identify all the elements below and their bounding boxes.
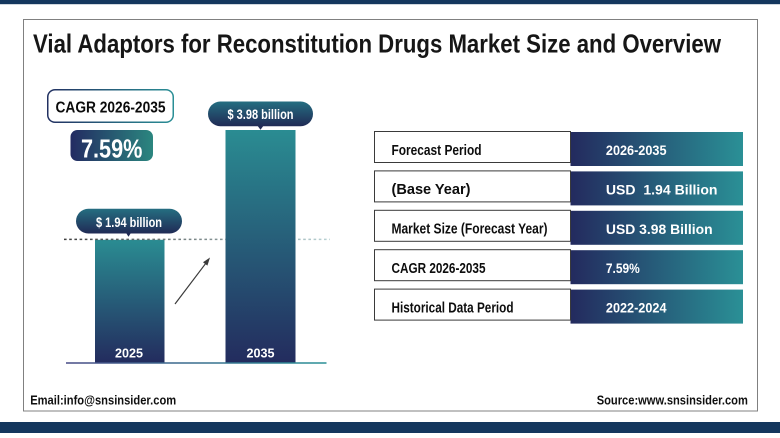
svg-text:2022-2024: 2022-2024 [606, 300, 667, 316]
svg-text:Source:www.snsinsider.com: Source:www.snsinsider.com [597, 392, 748, 407]
svg-text:7.59%: 7.59% [606, 260, 640, 276]
svg-text:(Base Year): (Base Year) [392, 182, 471, 198]
svg-text:$ 1.94 billion: $ 1.94 billion [96, 214, 162, 230]
svg-text:Historical Data Period: Historical Data Period [392, 300, 514, 316]
svg-text:Market Size (Forecast Year): Market Size (Forecast Year) [392, 222, 548, 238]
svg-text:USD 3.98 Billion: USD 3.98 Billion [606, 221, 713, 237]
svg-text:2025: 2025 [115, 346, 143, 361]
svg-text:Vial Adaptors for Reconstituti: Vial Adaptors for Reconstitution Drugs M… [33, 28, 722, 58]
svg-text:7.59%: 7.59% [81, 134, 143, 164]
svg-text:Forecast Period: Forecast Period [392, 143, 482, 159]
svg-text:CAGR 2026-2035: CAGR 2026-2035 [56, 100, 166, 117]
svg-text:Email:info@snsinsider.com: Email:info@snsinsider.com [30, 393, 176, 408]
svg-text:$ 3.98 billion: $ 3.98 billion [228, 106, 294, 122]
svg-text:2026-2035: 2026-2035 [606, 142, 667, 158]
svg-text:USD 1.94 Billion: USD 1.94 Billion [606, 181, 718, 197]
svg-text:2035: 2035 [247, 346, 275, 361]
svg-text:CAGR 2026-2035: CAGR 2026-2035 [392, 261, 486, 277]
